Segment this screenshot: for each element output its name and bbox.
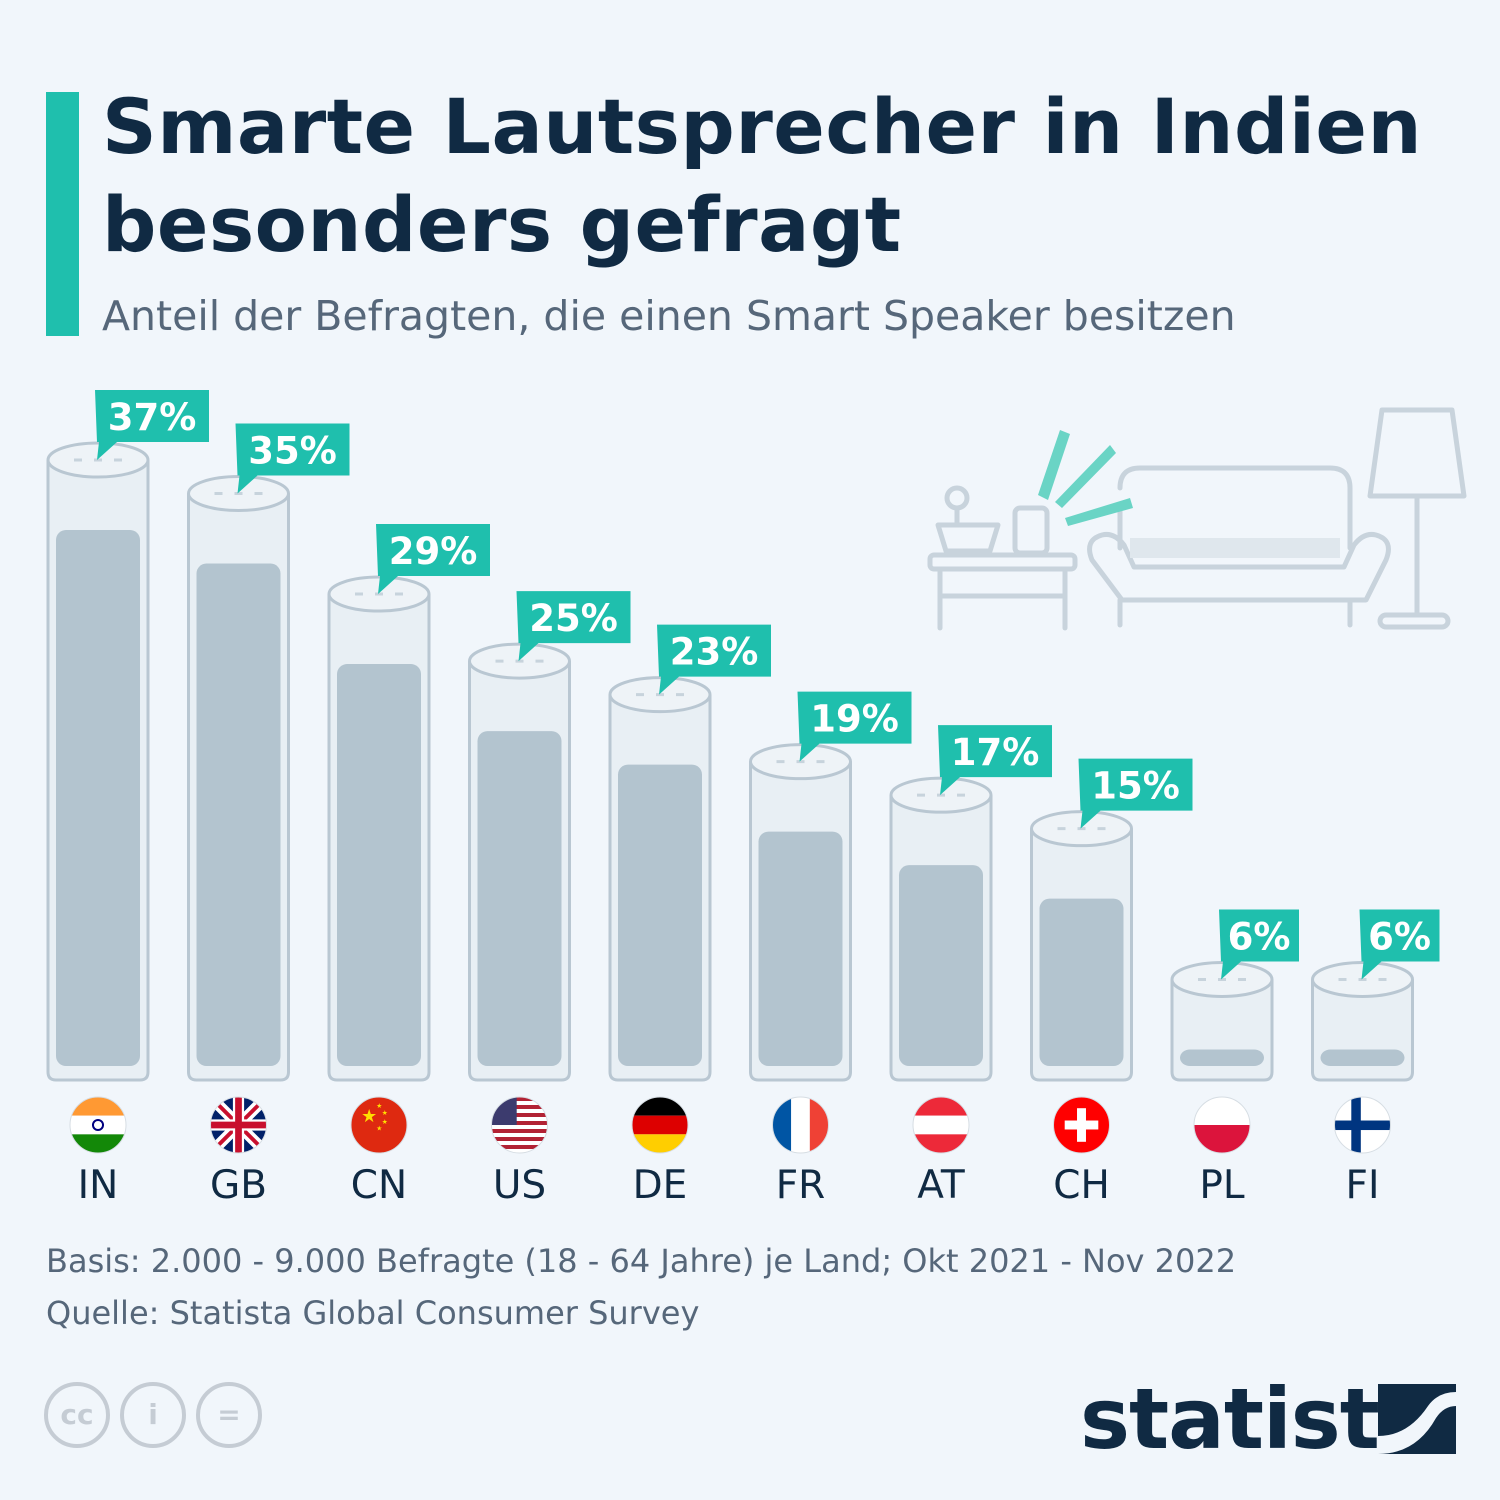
bar-group-gb: 35% xyxy=(187,423,350,1082)
value-label: 37% xyxy=(108,396,197,439)
footnote-basis: Basis: 2.000 - 9.000 Befragte (18 - 64 J… xyxy=(46,1242,1237,1280)
flag-france-icon xyxy=(772,1096,829,1154)
value-callout xyxy=(797,691,912,762)
brand-logo-text[interactable]: statista xyxy=(1080,1370,1436,1468)
bar xyxy=(1180,1049,1264,1066)
attribution-icon[interactable]: i xyxy=(120,1382,186,1448)
value-callout xyxy=(235,423,350,494)
value-label: 19% xyxy=(810,698,899,741)
value-callout xyxy=(1359,909,1440,980)
bar xyxy=(758,831,843,1066)
x-tick-label: CN xyxy=(351,1163,407,1208)
footnote-source: Quelle: Statista Global Consumer Survey xyxy=(46,1294,700,1332)
flag-switzerland-icon xyxy=(1053,1096,1110,1154)
chart-title: Smarte Lautsprecher in Indien besonders … xyxy=(102,82,1423,269)
value-callout xyxy=(938,725,1052,796)
bar xyxy=(56,530,140,1066)
license-icons: cc i = xyxy=(44,1382,272,1448)
x-tick-label: FR xyxy=(776,1163,826,1208)
x-tick-label: AT xyxy=(917,1163,965,1208)
value-callout xyxy=(516,591,631,662)
bar-group-cn: 29% xyxy=(327,524,490,1082)
bar-group-de: 23% xyxy=(608,624,771,1082)
svg-text:★: ★ xyxy=(376,1102,382,1110)
x-tick-label: FI xyxy=(1346,1163,1380,1208)
x-tick-label: IN xyxy=(78,1163,119,1208)
flag-china-icon: ★ ★★★★ xyxy=(350,1096,408,1154)
value-label: 29% xyxy=(389,530,478,573)
bar-group-fi: 6% xyxy=(1311,909,1440,1082)
x-tick-label: PL xyxy=(1199,1163,1245,1208)
value-label: 17% xyxy=(951,731,1040,774)
bars-layer: 37% 35% 29% 25% 23% 19% 17% 15% 6% 6% xyxy=(46,390,1440,1082)
bar-group-in: 37% xyxy=(46,390,209,1082)
value-callout xyxy=(95,390,209,460)
flag-india-icon xyxy=(69,1096,127,1154)
bar-group-us: 25% xyxy=(468,591,631,1082)
bar-group-pl: 6% xyxy=(1170,909,1299,1082)
value-callout xyxy=(1078,758,1193,829)
value-label: 15% xyxy=(1091,765,1180,808)
value-label: 6% xyxy=(1368,915,1431,958)
flag-germany-icon xyxy=(631,1096,689,1154)
value-callout xyxy=(657,624,771,695)
bar-group-ch: 15% xyxy=(1030,758,1193,1082)
svg-text:★: ★ xyxy=(382,1118,388,1126)
bar xyxy=(1320,1049,1405,1066)
cc-icon[interactable]: cc xyxy=(44,1382,110,1448)
bar xyxy=(196,563,281,1066)
bar xyxy=(477,731,562,1066)
value-label: 35% xyxy=(248,430,337,473)
svg-text:★: ★ xyxy=(376,1125,382,1133)
x-tick-label: US xyxy=(493,1163,546,1208)
no-derivatives-icon[interactable]: = xyxy=(196,1382,262,1448)
living-room-illustration xyxy=(927,407,1467,631)
bar xyxy=(337,664,421,1066)
flag-finland-icon xyxy=(1334,1096,1391,1154)
chart-subtitle: Anteil der Befragten, die einen Smart Sp… xyxy=(102,292,1236,340)
value-label: 23% xyxy=(670,631,759,674)
bar-chart: 37%35%29%25%23%19%17%15%6% 6% IN GB★ ★★★★CN… xyxy=(46,390,1440,1208)
bar-group-fr: 19% xyxy=(749,691,912,1082)
x-tick-label: GB xyxy=(210,1163,267,1208)
bar-group-at: 17% xyxy=(889,725,1052,1082)
statista-logo-icon xyxy=(1378,1384,1456,1454)
svg-text:★: ★ xyxy=(361,1106,377,1127)
bar xyxy=(1039,898,1124,1066)
flags-layer: IN GB★ ★★★★CN US DE FR AT CH PL FI xyxy=(69,1096,1391,1208)
svg-text:★: ★ xyxy=(382,1109,388,1117)
flag-usa-icon xyxy=(491,1096,548,1154)
flag-uk-icon xyxy=(210,1096,267,1154)
value-callout xyxy=(376,524,490,595)
bar xyxy=(899,865,983,1066)
bar xyxy=(618,764,702,1066)
x-tick-label: DE xyxy=(633,1163,688,1208)
value-label: 25% xyxy=(529,597,618,640)
flag-poland-icon xyxy=(1193,1096,1251,1154)
value-label: 6% xyxy=(1228,915,1291,958)
x-tick-label: CH xyxy=(1053,1163,1110,1208)
flag-austria-icon xyxy=(912,1096,970,1154)
title-accent-bar xyxy=(46,92,79,336)
value-callout xyxy=(1219,909,1299,980)
